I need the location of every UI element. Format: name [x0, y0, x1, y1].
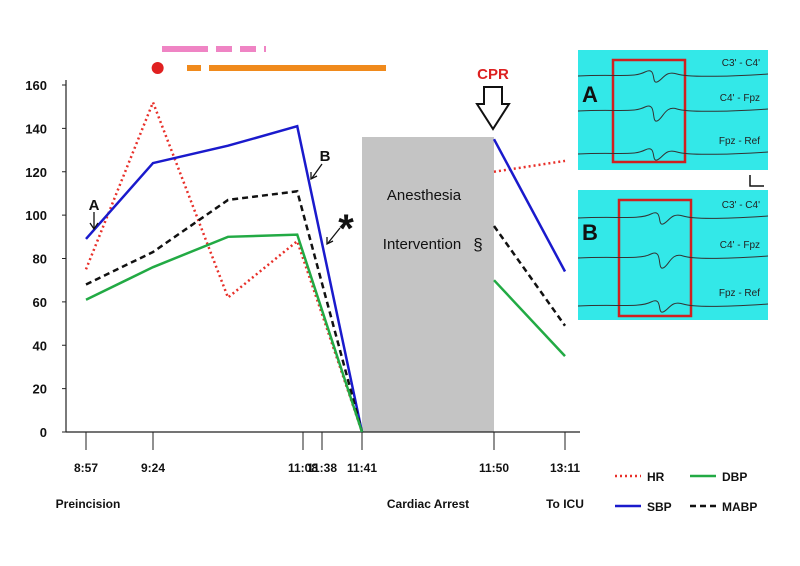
- legend-label-sbp: SBP: [647, 500, 672, 514]
- y-tick-label-5: 100: [25, 208, 47, 223]
- x-tick-label-5: 11:50: [479, 461, 509, 475]
- eeg-channel-label-1: C4' - Fpz: [720, 240, 760, 251]
- annotation-cpr: CPR: [477, 66, 509, 83]
- y-tick-label-3: 60: [33, 295, 47, 310]
- y-tick-label-7: 140: [25, 121, 47, 136]
- annotation-asterisk-arrowhead: [326, 237, 334, 246]
- x-tick-label-1: 9:24: [141, 461, 165, 475]
- annotation-asterisk: *: [338, 207, 354, 251]
- annotation-b-arrowhead: [310, 172, 318, 181]
- annotation-a: A: [89, 197, 100, 214]
- legend-label-hr: HR: [647, 470, 665, 484]
- phase-label-2: To ICU: [546, 497, 584, 511]
- cpr-arrow-icon: [475, 86, 511, 131]
- annotation-b-arrow: [311, 163, 323, 179]
- series-line-sbp-post: [492, 138, 567, 273]
- shaded-region-label-line1: Anesthesia: [387, 187, 462, 204]
- x-tick-label-4: 11:41: [347, 461, 377, 475]
- x-tick-label-0: 8:57: [74, 461, 98, 475]
- eeg-trace-0: [577, 70, 769, 83]
- annotation-a-arrowhead: [89, 222, 99, 231]
- series-line-hr-post: [493, 159, 566, 173]
- top-marker-dot-1: [151, 62, 164, 74]
- annotation-b: B: [320, 148, 331, 165]
- eeg-trace-0: [577, 212, 769, 225]
- x-tick-label-6: 13:11: [550, 461, 580, 475]
- eeg-trace-1: [577, 252, 769, 269]
- series-line-hr-pre: [84, 98, 364, 433]
- section-symbol: §: [473, 235, 482, 254]
- y-tick-label-1: 20: [33, 382, 47, 397]
- x-tick-label-3: 11:38: [307, 461, 337, 475]
- eeg-trace-2: [577, 148, 769, 161]
- eeg-channel-label-2: Fpz - Ref: [719, 136, 760, 147]
- series-line-dbp-post: [493, 279, 566, 357]
- legend-label-dbp: DBP: [722, 470, 747, 484]
- annotation-asterisk-arrow: [327, 227, 341, 244]
- x-tick-label-2: 11:08: [288, 461, 318, 475]
- y-tick-label-0: 0: [40, 425, 47, 440]
- y-tick-label-8: 160: [25, 78, 47, 93]
- series-line-mabp-post: [492, 225, 567, 327]
- eeg-trace-2: [577, 300, 769, 313]
- phase-label-1: Cardiac Arrest: [387, 497, 469, 511]
- phase-label-0: Preincision: [56, 497, 121, 511]
- legend-label-mabp: MABP: [722, 500, 757, 514]
- eeg-channel-label-1: C4' - Fpz: [720, 93, 760, 104]
- shaded-intervention-region: [362, 137, 494, 432]
- eeg-channel-label-0: C3' - C4': [722, 200, 760, 211]
- eeg-inset-a: A C3' - C4' C4' - Fpz Fpz - Ref: [577, 50, 769, 170]
- shaded-region-label-line2: Intervention: [383, 236, 461, 253]
- y-tick-label-2: 40: [33, 338, 47, 353]
- eeg-channel-label-2: Fpz - Ref: [719, 288, 760, 299]
- series-line-dbp-pre: [85, 233, 364, 433]
- eeg-channel-label-0: C3' - C4': [722, 58, 760, 69]
- eeg-inset-letter: B: [582, 220, 598, 245]
- y-tick-label-6: 120: [25, 165, 47, 180]
- series-line-sbp-pre: [85, 124, 364, 433]
- series-line-mabp-pre: [85, 189, 364, 433]
- eeg-inset-b: B C3' - C4' C4' - Fpz Fpz - Ref: [577, 190, 769, 320]
- eeg-trace-1: [577, 105, 769, 122]
- eeg-inset-background: [578, 190, 768, 320]
- eeg-scale-bar: [749, 175, 764, 187]
- y-tick-label-4: 80: [33, 252, 47, 267]
- eeg-inset-letter: A: [582, 82, 598, 107]
